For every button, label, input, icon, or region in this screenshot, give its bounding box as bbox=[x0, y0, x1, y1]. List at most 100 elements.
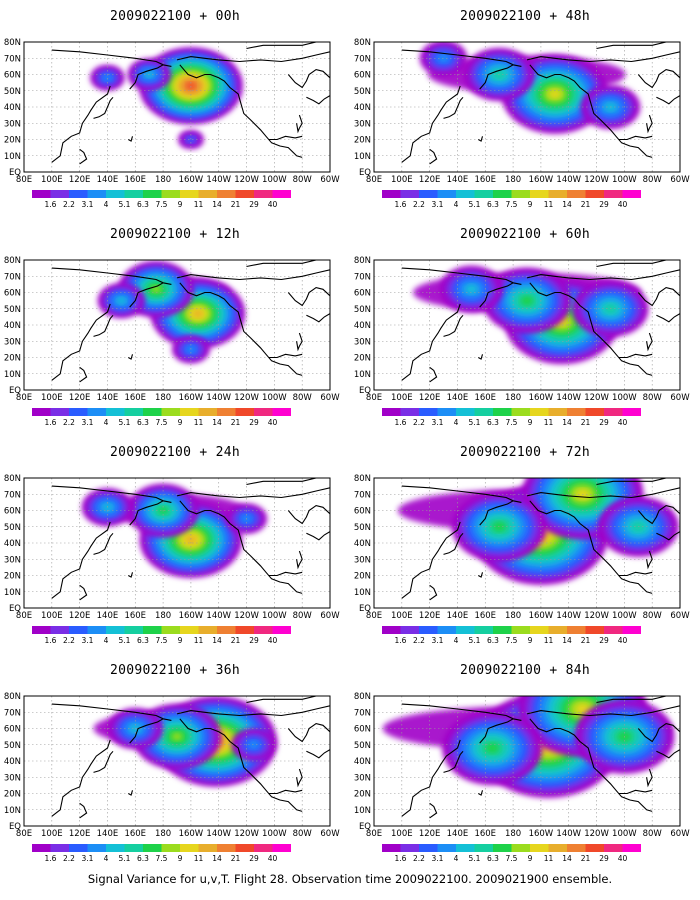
coastline bbox=[51, 485, 172, 503]
x-tick-label: 100W bbox=[262, 829, 287, 839]
colorbar-label: 11 bbox=[544, 854, 554, 863]
x-tick-label: 80W bbox=[293, 175, 313, 185]
x-tick-label: 100E bbox=[391, 175, 413, 185]
variance-map: EQ 10N 20N 30N 40N 50N 60N 70N 80N 80E 100E 120E 140… bbox=[354, 256, 690, 427]
coastline bbox=[443, 314, 464, 337]
colorbar-swatch bbox=[198, 626, 217, 634]
colorbar-swatch bbox=[143, 844, 162, 852]
y-tick-label: 60N bbox=[354, 725, 371, 735]
variance-map: EQ 10N 20N 30N 40N 50N 60N 70N 80N 80E 100E 120E 140… bbox=[354, 474, 690, 645]
colorbar-label: 14 bbox=[562, 636, 572, 645]
colorbar-swatch bbox=[474, 844, 493, 852]
x-tick-label: 120W bbox=[584, 175, 609, 185]
x-tick-label: 120W bbox=[584, 611, 609, 621]
coastline bbox=[79, 802, 88, 819]
colorbar-swatch bbox=[235, 190, 254, 198]
colorbar-swatch bbox=[124, 844, 143, 852]
colorbar-swatch bbox=[567, 626, 586, 634]
colorbar-label: 29 bbox=[599, 636, 609, 645]
colorbar-label: 5.1 bbox=[119, 854, 131, 863]
coastline bbox=[79, 148, 88, 165]
colorbar: 1.6 2.2 3.1 4 5.1 6.3 7.5 9 11 14 21 29 40 bbox=[32, 626, 291, 645]
colorbar-swatch bbox=[530, 408, 549, 416]
x-tick-label: 180 bbox=[155, 175, 171, 185]
x-tick-label: 140W bbox=[206, 611, 231, 621]
x-tick-label: 140W bbox=[556, 829, 581, 839]
map-grid bbox=[374, 260, 680, 390]
panel-title: 2009022100 + 12h bbox=[109, 227, 241, 242]
colorbar-label: 14 bbox=[562, 418, 572, 427]
colorbar-swatch bbox=[180, 844, 199, 852]
y-tick-label: 20N bbox=[354, 790, 371, 800]
y-tick-label: EQ bbox=[359, 822, 371, 832]
y-tick-label: 10N bbox=[4, 152, 21, 162]
y-tick-label: 50N bbox=[354, 741, 371, 751]
colorbar-swatch bbox=[198, 190, 217, 198]
x-tick-label: 60W bbox=[670, 829, 690, 839]
colorbar: 1.6 2.2 3.1 4 5.1 6.3 7.5 9 11 14 21 29 40 bbox=[32, 408, 291, 427]
colorbar: 1.6 2.2 3.1 4 5.1 6.3 7.5 9 11 14 21 29 40 bbox=[382, 190, 641, 209]
colorbar-swatch bbox=[530, 190, 549, 198]
colorbar-swatch bbox=[493, 190, 512, 198]
y-tick-label: 80N bbox=[4, 692, 21, 702]
colorbar-label: 1.6 bbox=[45, 418, 57, 427]
colorbar-label: 2.2 bbox=[413, 854, 425, 863]
x-tick-label: 140W bbox=[556, 393, 581, 403]
x-tick-label: 140E bbox=[447, 611, 469, 621]
colorbar-swatch bbox=[198, 408, 217, 416]
colorbar-label: 4 bbox=[104, 200, 109, 209]
x-tick-label: 120E bbox=[419, 393, 441, 403]
colorbar-label: 4 bbox=[454, 418, 459, 427]
variance-map: EQ 10N 20N 30N 40N 50N 60N 70N 80N 80E 100E 120E 140… bbox=[4, 692, 340, 863]
colorbar-label: 11 bbox=[544, 418, 554, 427]
coastline bbox=[179, 718, 303, 812]
y-tick-label: 10N bbox=[354, 806, 371, 816]
colorbar-swatch bbox=[217, 408, 236, 416]
coastlines bbox=[401, 478, 680, 601]
colorbar-swatch bbox=[622, 408, 641, 416]
colorbar-label: 14 bbox=[212, 636, 222, 645]
y-tick-label: 40N bbox=[4, 539, 21, 549]
variance-contour bbox=[186, 136, 196, 143]
variance-contour bbox=[193, 310, 203, 318]
colorbar-label: 7.5 bbox=[506, 200, 518, 209]
x-tick-label: 80E bbox=[16, 393, 32, 403]
coastline bbox=[296, 550, 303, 570]
y-tick-label: 80N bbox=[4, 474, 21, 484]
x-tick-label: 100W bbox=[262, 611, 287, 621]
colorbar-swatch bbox=[161, 190, 180, 198]
variance-contour bbox=[186, 82, 196, 90]
colorbar-label: 5.1 bbox=[119, 418, 131, 427]
colorbar-label: 40 bbox=[618, 200, 628, 209]
colorbar-swatch bbox=[604, 626, 623, 634]
colorbar-label: 14 bbox=[212, 854, 222, 863]
coastline bbox=[296, 332, 303, 352]
colorbar-label: 9 bbox=[178, 200, 183, 209]
colorbar-swatch bbox=[106, 408, 125, 416]
colorbar-label: 14 bbox=[212, 418, 222, 427]
y-tick-label: 80N bbox=[4, 38, 21, 48]
coastline bbox=[176, 51, 330, 63]
colorbar-swatch bbox=[437, 190, 456, 198]
colorbar-swatch bbox=[161, 626, 180, 634]
colorbar-label: 2.2 bbox=[63, 418, 75, 427]
colorbar: 1.6 2.2 3.1 4 5.1 6.3 7.5 9 11 14 21 29 40 bbox=[32, 844, 291, 863]
colorbar-label: 2.2 bbox=[63, 854, 75, 863]
map-panel: 2009022100 + 84h EQ 10N 20N 30N 40N 50N 60N 70N 8… bbox=[350, 654, 700, 872]
colorbar-label: 40 bbox=[618, 418, 628, 427]
colorbar-label: 1.6 bbox=[395, 854, 407, 863]
colorbar-swatch bbox=[419, 844, 438, 852]
x-tick-label: 100E bbox=[391, 393, 413, 403]
x-tick-label: 60W bbox=[670, 393, 690, 403]
x-tick-label: 140E bbox=[97, 829, 119, 839]
colorbar-label: 6.3 bbox=[487, 854, 499, 863]
colorbar-swatch bbox=[87, 190, 106, 198]
x-tick-label: 140W bbox=[206, 393, 231, 403]
map-panel: 2009022100 + 36h EQ 10N 20N 30N 40N 50N 60N 70N 8… bbox=[0, 654, 350, 872]
coastline bbox=[93, 96, 114, 119]
variance-map: EQ 10N 20N 30N 40N 50N 60N 70N 80N 80E 100E 120E 140… bbox=[354, 38, 690, 209]
colorbar-swatch bbox=[217, 626, 236, 634]
figure-caption: Signal Variance for u,v,T. Flight 28. Ob… bbox=[87, 872, 613, 886]
y-tick-label: 70N bbox=[354, 272, 371, 282]
colorbar-label: 29 bbox=[249, 200, 259, 209]
